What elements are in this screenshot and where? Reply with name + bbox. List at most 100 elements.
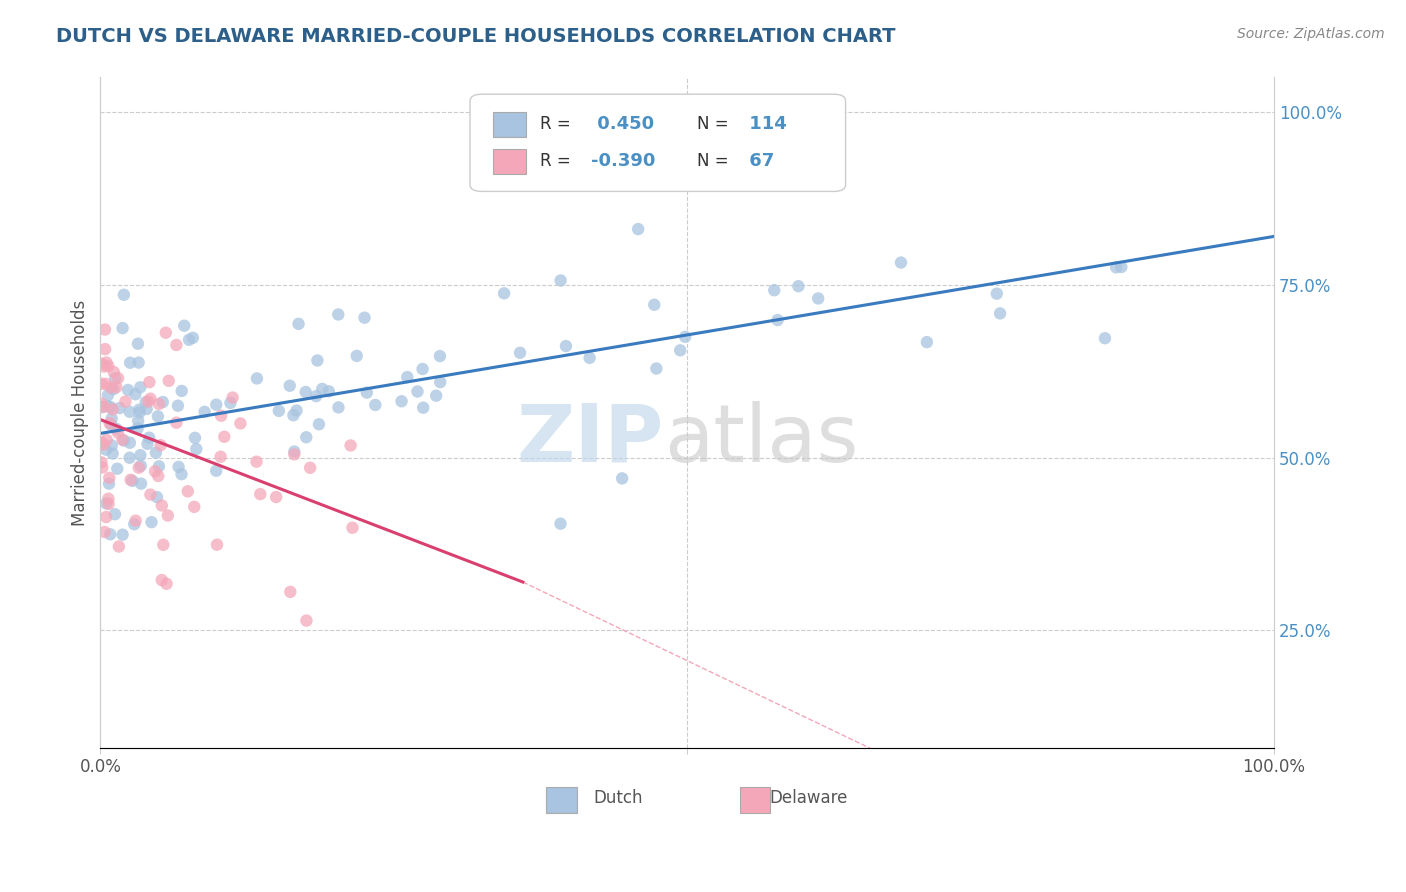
Point bbox=[221, 391, 243, 405]
Point bbox=[93, 359, 115, 374]
Text: 114: 114 bbox=[744, 115, 787, 134]
Point bbox=[165, 416, 187, 430]
Point bbox=[111, 527, 134, 541]
Point bbox=[177, 333, 200, 347]
Point bbox=[120, 473, 142, 487]
Text: DUTCH VS DELAWARE MARRIED-COUPLE HOUSEHOLDS CORRELATION CHART: DUTCH VS DELAWARE MARRIED-COUPLE HOUSEHO… bbox=[56, 27, 896, 45]
FancyBboxPatch shape bbox=[470, 95, 845, 192]
Point bbox=[127, 421, 149, 435]
Point bbox=[988, 306, 1011, 320]
Point bbox=[117, 383, 139, 397]
Point bbox=[165, 338, 187, 352]
Point bbox=[170, 467, 193, 482]
Point bbox=[295, 614, 318, 628]
Point bbox=[391, 394, 413, 409]
Point bbox=[278, 378, 301, 392]
Point bbox=[146, 490, 169, 504]
Point bbox=[111, 321, 134, 335]
Point bbox=[494, 286, 516, 301]
Point bbox=[105, 461, 128, 475]
Point bbox=[104, 371, 127, 385]
Point bbox=[328, 308, 350, 322]
Text: 0.450: 0.450 bbox=[591, 115, 654, 134]
Point bbox=[155, 576, 177, 591]
Point bbox=[138, 431, 160, 445]
Point bbox=[249, 487, 271, 501]
Point bbox=[1111, 260, 1133, 274]
Point bbox=[627, 222, 650, 236]
Point bbox=[643, 298, 665, 312]
Point bbox=[136, 437, 159, 451]
Point bbox=[318, 384, 340, 399]
Text: ZIP: ZIP bbox=[516, 401, 664, 478]
Point bbox=[107, 425, 129, 440]
Point bbox=[429, 375, 451, 389]
Point bbox=[101, 446, 124, 460]
Point bbox=[346, 349, 368, 363]
Point bbox=[156, 508, 179, 523]
Point bbox=[155, 326, 177, 340]
FancyBboxPatch shape bbox=[740, 788, 770, 813]
Point bbox=[1105, 260, 1128, 275]
FancyBboxPatch shape bbox=[494, 148, 526, 174]
Point bbox=[101, 402, 124, 417]
Point bbox=[181, 331, 204, 345]
Point bbox=[111, 433, 134, 447]
Point bbox=[278, 585, 301, 599]
Point bbox=[143, 464, 166, 478]
Point bbox=[194, 405, 217, 419]
Point bbox=[96, 355, 118, 369]
Text: 67: 67 bbox=[744, 153, 775, 170]
Point bbox=[136, 394, 159, 409]
FancyBboxPatch shape bbox=[494, 112, 526, 137]
Point bbox=[406, 384, 429, 399]
Point bbox=[186, 442, 208, 456]
Point bbox=[915, 335, 938, 350]
Point bbox=[150, 499, 173, 513]
Point bbox=[94, 342, 117, 356]
Point bbox=[141, 515, 163, 529]
Point bbox=[104, 507, 127, 521]
FancyBboxPatch shape bbox=[547, 788, 576, 813]
Point bbox=[129, 458, 152, 473]
Point bbox=[425, 389, 447, 403]
Point bbox=[98, 471, 121, 485]
Point bbox=[283, 409, 305, 423]
Point bbox=[145, 446, 167, 460]
Point bbox=[148, 469, 170, 483]
Point bbox=[245, 455, 267, 469]
Point bbox=[120, 356, 142, 370]
Point bbox=[98, 527, 121, 541]
Point bbox=[108, 401, 131, 416]
Point bbox=[550, 273, 572, 287]
Point bbox=[412, 401, 434, 415]
Text: Source: ZipAtlas.com: Source: ZipAtlas.com bbox=[1237, 27, 1385, 41]
Point bbox=[148, 459, 170, 474]
Point bbox=[100, 400, 122, 414]
Point bbox=[150, 573, 173, 587]
Point bbox=[219, 396, 242, 410]
Point bbox=[283, 444, 305, 458]
Point bbox=[308, 417, 330, 432]
Point bbox=[295, 430, 318, 444]
Point bbox=[105, 380, 128, 394]
Point bbox=[673, 330, 696, 344]
Point bbox=[90, 435, 112, 450]
Point bbox=[127, 336, 149, 351]
Text: Dutch: Dutch bbox=[593, 789, 643, 807]
Point bbox=[283, 447, 305, 461]
Point bbox=[90, 376, 112, 391]
Point bbox=[118, 450, 141, 465]
Point bbox=[97, 491, 120, 506]
Point bbox=[135, 395, 157, 409]
Y-axis label: Married-couple Households: Married-couple Households bbox=[72, 300, 89, 525]
Point bbox=[299, 460, 322, 475]
Point bbox=[97, 359, 120, 373]
Point bbox=[94, 376, 117, 391]
Point bbox=[396, 370, 419, 384]
Point bbox=[129, 476, 152, 491]
Point bbox=[97, 399, 120, 413]
Point bbox=[353, 310, 375, 325]
Point bbox=[121, 474, 143, 488]
Point bbox=[267, 404, 290, 418]
